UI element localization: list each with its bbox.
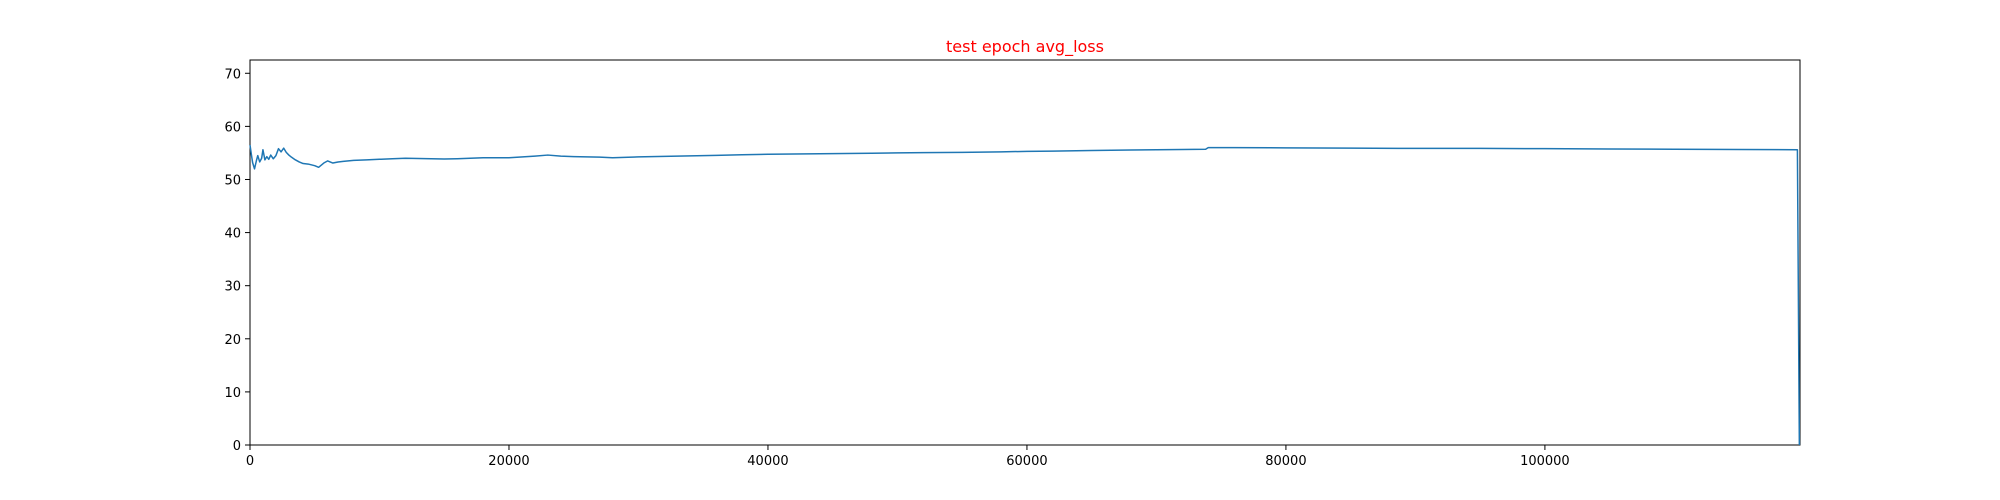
x-axis-ticks: 0 20000 40000 60000 80000 100000 [246, 445, 1570, 469]
x-tick-label: 80000 [1265, 454, 1306, 469]
y-axis-ticks: 0 10 20 30 40 50 60 70 [224, 67, 250, 454]
y-tick-label: 20 [224, 333, 241, 348]
x-tick-label: 40000 [747, 454, 788, 469]
y-tick-label: 0 [233, 439, 241, 454]
y-tick-label: 70 [224, 67, 241, 82]
x-tick-label: 100000 [1520, 454, 1570, 469]
y-tick-label: 10 [224, 386, 241, 401]
x-tick-label: 0 [246, 454, 254, 469]
y-tick-label: 40 [224, 227, 241, 242]
chart-title: test epoch avg_loss [946, 37, 1104, 57]
series-line-avg-loss [249, 144, 1801, 446]
x-tick-label: 60000 [1006, 454, 1047, 469]
y-tick-label: 30 [224, 280, 241, 295]
y-tick-label: 60 [224, 120, 241, 135]
plot-area-frame [249, 59, 1801, 446]
x-tick-label: 20000 [488, 454, 529, 469]
y-tick-label: 50 [224, 173, 241, 188]
